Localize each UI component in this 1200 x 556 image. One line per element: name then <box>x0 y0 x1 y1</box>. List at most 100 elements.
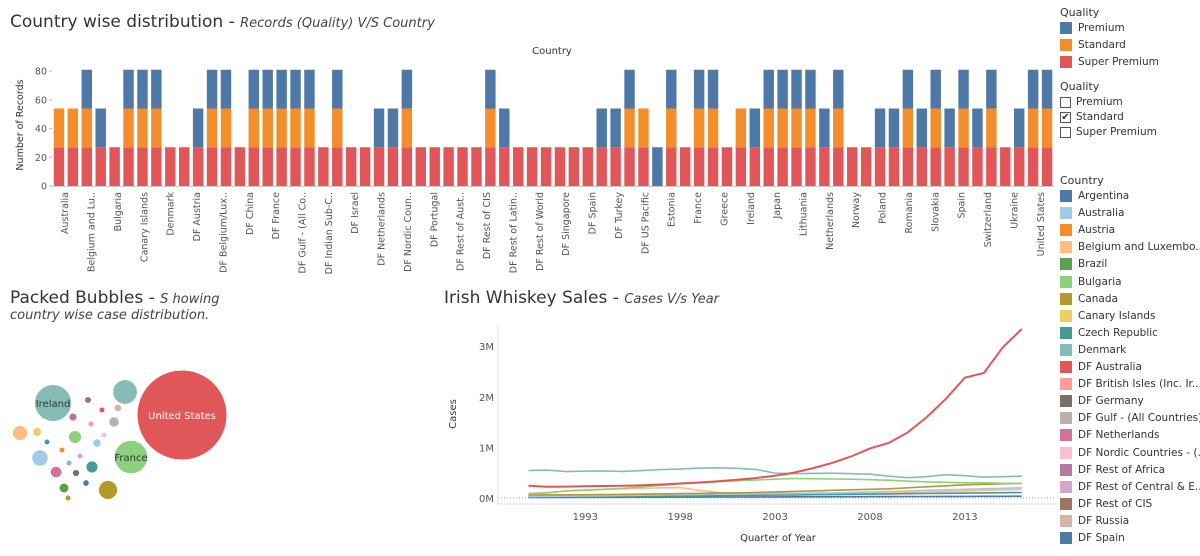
bubble[interactable] <box>85 460 99 474</box>
bubble[interactable] <box>67 429 83 445</box>
bar-segment-standard[interactable] <box>624 108 635 148</box>
bar-segment-premium[interactable] <box>707 69 719 109</box>
line-chart-series[interactable] <box>528 328 1023 499</box>
bubble[interactable] <box>97 479 119 501</box>
bar-segment-super-premium[interactable] <box>499 147 510 186</box>
bar-segment-super-premium[interactable] <box>234 147 246 186</box>
bar-segment-super-premium[interactable] <box>248 147 260 186</box>
bar-segment-super-premium[interactable] <box>276 147 287 186</box>
bar-segment-super-premium[interactable] <box>471 147 482 186</box>
bar-segment-super-premium[interactable] <box>457 147 468 186</box>
bar-segment-super-premium[interactable] <box>707 147 719 186</box>
bar-segment-super-premium[interactable] <box>137 147 148 186</box>
bubble[interactable] <box>87 420 95 428</box>
bar-segment-standard[interactable] <box>958 108 969 148</box>
bar-segment-standard[interactable] <box>220 108 232 148</box>
bar-segment-super-premium[interactable] <box>888 147 900 186</box>
bar-segment-premium[interactable] <box>206 69 218 109</box>
bar-segment-super-premium[interactable] <box>1013 147 1025 186</box>
bar-segment-super-premium[interactable] <box>610 147 621 186</box>
bubble[interactable] <box>33 383 73 423</box>
bar-segment-standard[interactable] <box>777 108 788 148</box>
bar-segment-standard[interactable] <box>1027 108 1039 148</box>
bar-segment-premium[interactable] <box>596 108 607 148</box>
bubble[interactable] <box>83 395 93 405</box>
bar-segment-premium[interactable] <box>276 69 287 109</box>
bar-segment-super-premium[interactable] <box>67 147 79 186</box>
bar-segment-super-premium[interactable] <box>443 147 454 186</box>
bar-segment-standard[interactable] <box>902 108 914 148</box>
bar-segment-standard[interactable] <box>986 108 997 148</box>
bubble-chart-bubbles[interactable]: United States Ireland France <box>11 369 228 502</box>
bar-segment-premium[interactable] <box>332 69 343 109</box>
bar-segment-premium[interactable] <box>652 147 663 186</box>
legend-item-country[interactable]: Australia <box>1060 205 1124 221</box>
legend-item-country[interactable]: DF Australia <box>1060 359 1142 375</box>
bar-segment-super-premium[interactable] <box>568 147 580 186</box>
bar-segment-premium[interactable] <box>777 69 788 109</box>
bar-segment-super-premium[interactable] <box>749 147 761 186</box>
legend-item-country[interactable]: Austria <box>1060 222 1115 238</box>
bar-segment-super-premium[interactable] <box>930 147 941 186</box>
bar-segment-premium[interactable] <box>610 108 621 148</box>
bar-segment-super-premium[interactable] <box>318 147 329 186</box>
legend-item-country[interactable]: Bulgaria <box>1060 274 1122 290</box>
bubble[interactable] <box>68 412 78 422</box>
bar-segment-super-premium[interactable] <box>833 147 844 186</box>
bar-segment-super-premium[interactable] <box>151 147 162 186</box>
bar-segment-super-premium[interactable] <box>805 147 816 186</box>
bubble[interactable] <box>100 431 108 439</box>
legend-item-country[interactable]: Brazil <box>1060 256 1107 272</box>
bar-segment-premium[interactable] <box>944 108 955 148</box>
bubble[interactable] <box>58 482 70 494</box>
bar-segment-super-premium[interactable] <box>693 147 705 186</box>
bar-segment-standard[interactable] <box>666 108 677 148</box>
bar-segment-super-premium[interactable] <box>819 147 830 186</box>
bar-segment-super-premium[interactable] <box>429 147 440 186</box>
bar-segment-standard[interactable] <box>485 108 496 148</box>
bar-segment-standard[interactable] <box>791 108 802 148</box>
bar-segment-super-premium[interactable] <box>596 147 607 186</box>
bar-segment-standard[interactable] <box>81 108 93 148</box>
bar-segment-super-premium[interactable] <box>860 147 872 186</box>
bubble[interactable] <box>98 406 106 414</box>
bar-segment-super-premium[interactable] <box>540 147 552 186</box>
bar-segment-super-premium[interactable] <box>373 147 385 186</box>
bar-segment-super-premium[interactable] <box>512 147 524 186</box>
legend-item-premium[interactable]: Premium <box>1060 20 1125 36</box>
bar-segment-standard[interactable] <box>248 108 260 148</box>
bar-segment-super-premium[interactable] <box>721 147 733 186</box>
bubble[interactable] <box>76 452 84 460</box>
bar-segment-premium[interactable] <box>888 108 900 148</box>
bar-segment-premium[interactable] <box>874 108 886 148</box>
bar-segment-premium[interactable] <box>401 69 413 109</box>
bar-segment-super-premium[interactable] <box>972 147 983 186</box>
bar-segment-premium[interactable] <box>123 69 134 109</box>
bar-segment-standard[interactable] <box>735 108 747 148</box>
checkbox[interactable] <box>1060 96 1071 108</box>
bar-segment-super-premium[interactable] <box>165 147 176 186</box>
bubble[interactable] <box>108 416 120 428</box>
bar-segment-premium[interactable] <box>137 69 148 109</box>
bar-segment-super-premium[interactable] <box>304 147 315 186</box>
bar-segment-standard[interactable] <box>53 108 65 148</box>
legend-item-country[interactable]: DF Rest of Africa <box>1060 462 1165 478</box>
bar-segment-premium[interactable] <box>387 108 399 148</box>
series-line[interactable] <box>528 466 1022 479</box>
bar-segment-super-premium[interactable] <box>944 147 955 186</box>
legend-item-country[interactable]: DF Netherlands <box>1060 427 1159 443</box>
bar-segment-super-premium[interactable] <box>582 147 594 186</box>
bubble[interactable] <box>58 446 66 454</box>
bubble[interactable] <box>64 494 72 502</box>
bar-segment-standard[interactable] <box>276 108 287 148</box>
bar-segment-super-premium[interactable] <box>123 147 134 186</box>
legend-item-country[interactable]: DF Russia <box>1060 513 1129 529</box>
bar-segment-super-premium[interactable] <box>109 147 120 186</box>
series-line[interactable] <box>528 482 1022 496</box>
bar-segment-premium[interactable] <box>666 69 677 109</box>
bar-segment-premium[interactable] <box>805 69 816 109</box>
legend-item-country[interactable]: DF Germany <box>1060 393 1144 409</box>
bar-segment-standard[interactable] <box>930 108 941 148</box>
legend-item-standard[interactable]: Standard <box>1060 37 1126 53</box>
bar-segment-super-premium[interactable] <box>846 147 858 186</box>
